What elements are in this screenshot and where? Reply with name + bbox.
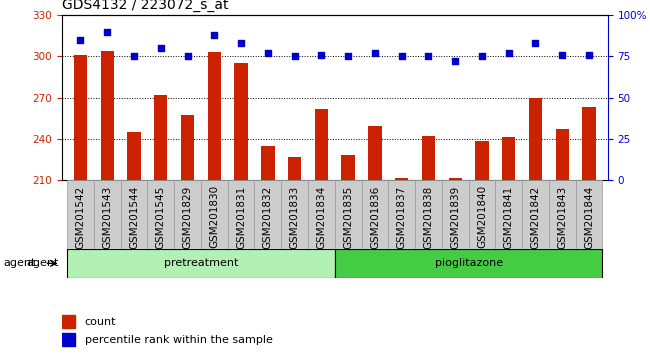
- Point: [102, 29, 112, 35]
- Bar: [368, 126, 382, 180]
- Bar: [121, 180, 148, 249]
- Bar: [469, 180, 495, 249]
- Bar: [422, 136, 435, 180]
- Text: pretreatment: pretreatment: [164, 258, 238, 268]
- Bar: [62, 315, 75, 328]
- Bar: [495, 180, 522, 249]
- Point: [183, 53, 193, 59]
- Bar: [556, 129, 569, 180]
- Bar: [207, 52, 221, 180]
- Point: [155, 45, 166, 51]
- Bar: [94, 180, 121, 249]
- Bar: [227, 180, 254, 249]
- Bar: [335, 180, 361, 249]
- Text: GDS4132 / 223072_s_at: GDS4132 / 223072_s_at: [62, 0, 228, 12]
- Bar: [448, 178, 462, 180]
- Point: [343, 53, 354, 59]
- Bar: [235, 63, 248, 180]
- Text: GSM201836: GSM201836: [370, 185, 380, 249]
- Point: [476, 53, 487, 59]
- Bar: [529, 98, 542, 180]
- Point: [396, 53, 407, 59]
- Bar: [415, 180, 442, 249]
- Bar: [101, 51, 114, 180]
- Text: GSM201840: GSM201840: [477, 185, 487, 249]
- Point: [316, 52, 326, 58]
- Text: GSM201835: GSM201835: [343, 185, 353, 249]
- Text: GSM201838: GSM201838: [423, 185, 434, 249]
- Point: [75, 37, 86, 43]
- Text: GSM201545: GSM201545: [156, 185, 166, 249]
- Point: [129, 53, 139, 59]
- Bar: [181, 115, 194, 180]
- Bar: [582, 107, 595, 180]
- Text: GSM201843: GSM201843: [557, 185, 567, 249]
- Bar: [388, 180, 415, 249]
- Point: [236, 40, 246, 46]
- Text: GSM201842: GSM201842: [530, 185, 541, 249]
- Bar: [502, 137, 515, 180]
- Point: [530, 40, 541, 46]
- Bar: [335, 249, 603, 278]
- Point: [504, 50, 514, 56]
- Bar: [475, 142, 489, 180]
- Text: GSM201830: GSM201830: [209, 185, 219, 249]
- Bar: [154, 95, 168, 180]
- Bar: [254, 180, 281, 249]
- Bar: [522, 180, 549, 249]
- Point: [289, 53, 300, 59]
- Bar: [201, 180, 227, 249]
- Bar: [67, 249, 335, 278]
- Text: count: count: [84, 316, 116, 327]
- Bar: [442, 180, 469, 249]
- Text: GSM201844: GSM201844: [584, 185, 594, 249]
- Text: GSM201839: GSM201839: [450, 185, 460, 249]
- Bar: [308, 180, 335, 249]
- Text: GSM201841: GSM201841: [504, 185, 514, 249]
- Bar: [288, 156, 302, 180]
- Text: GSM201831: GSM201831: [236, 185, 246, 249]
- Bar: [148, 180, 174, 249]
- Point: [557, 52, 567, 58]
- Point: [209, 32, 220, 38]
- Bar: [67, 180, 94, 249]
- Point: [450, 58, 460, 64]
- Bar: [315, 109, 328, 180]
- Bar: [576, 180, 603, 249]
- Bar: [361, 180, 388, 249]
- Text: GSM201544: GSM201544: [129, 185, 139, 249]
- Bar: [341, 155, 355, 180]
- Bar: [174, 180, 201, 249]
- Text: GSM201837: GSM201837: [396, 185, 407, 249]
- Point: [263, 50, 273, 56]
- Text: GSM201834: GSM201834: [317, 185, 326, 249]
- Bar: [62, 333, 75, 346]
- Point: [370, 50, 380, 56]
- Text: GSM201542: GSM201542: [75, 185, 86, 249]
- Bar: [127, 132, 140, 180]
- Bar: [395, 178, 408, 180]
- Text: GSM201832: GSM201832: [263, 185, 273, 249]
- Text: agent: agent: [3, 258, 36, 268]
- Point: [423, 53, 434, 59]
- Text: GSM201829: GSM201829: [183, 185, 192, 249]
- Bar: [549, 180, 576, 249]
- Text: agent: agent: [26, 258, 58, 268]
- Text: GSM201833: GSM201833: [290, 185, 300, 249]
- Text: GSM201543: GSM201543: [102, 185, 112, 249]
- Bar: [261, 145, 274, 180]
- Bar: [74, 55, 87, 180]
- Text: percentile rank within the sample: percentile rank within the sample: [84, 335, 272, 344]
- Text: pioglitazone: pioglitazone: [434, 258, 502, 268]
- Point: [584, 52, 594, 58]
- Bar: [281, 180, 308, 249]
